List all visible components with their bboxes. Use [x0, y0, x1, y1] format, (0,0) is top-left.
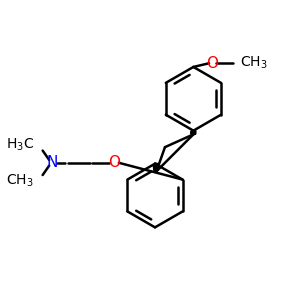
Text: O: O [206, 56, 218, 71]
Text: O: O [108, 155, 120, 170]
Text: N: N [47, 155, 58, 170]
Text: CH$_3$: CH$_3$ [240, 55, 268, 71]
Text: CH$_3$: CH$_3$ [7, 173, 34, 190]
Text: H$_3$C: H$_3$C [6, 136, 34, 152]
